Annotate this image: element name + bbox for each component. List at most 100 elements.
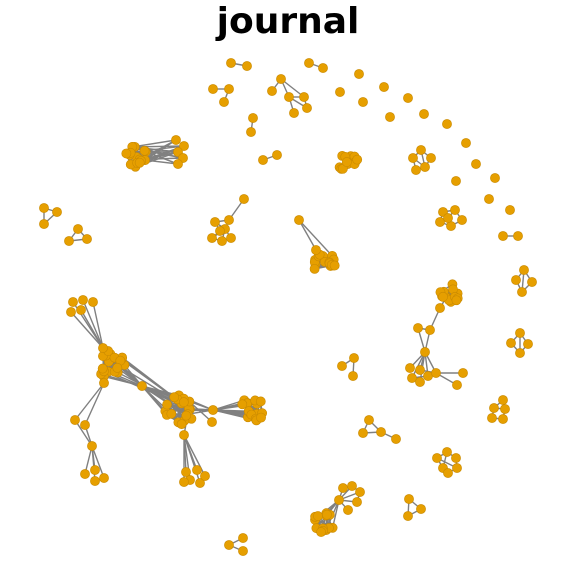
graph-node-242 [500,404,509,413]
graph-node-134 [353,155,362,164]
graph-node-221 [457,215,466,224]
graph-node-267 [451,176,460,185]
graph-node-122 [311,245,320,254]
graph-node-34 [162,400,171,409]
graph-node-208 [39,219,48,228]
graph-node-96 [135,158,144,167]
graph-node-196 [258,155,267,164]
graph-node-18 [98,364,107,373]
graph-node-266 [471,159,480,168]
graph-node-191 [299,92,308,101]
graph-node-218 [450,205,459,214]
graph-node-212 [416,145,425,154]
graph-node-82 [179,477,188,486]
graph-node-214 [426,153,435,162]
graph-node-85 [140,146,149,155]
graph-node-104 [173,159,182,168]
graph-node-188 [276,74,285,83]
graph-node-121 [294,215,303,224]
graph-node-39 [179,398,188,407]
graph-node-207 [52,207,61,216]
graph-node-186 [224,84,233,93]
graph-node-72 [137,381,146,390]
graph-node-70 [90,476,99,485]
graph-node-41 [182,411,191,420]
graph-node-252 [416,504,425,513]
graph-node-171 [322,510,331,519]
graph-node-258 [335,87,344,96]
graph-edge-195 [83,300,103,348]
graph-node-227 [527,277,536,286]
graph-node-215 [420,162,429,171]
graph-node-81 [200,471,209,480]
graph-node-264 [442,119,451,128]
graph-node-67 [87,441,96,450]
graph-node-60 [68,297,77,306]
graph-node-71 [99,473,108,482]
graph-node-216 [411,165,420,174]
graph-node-151 [413,323,422,332]
graph-node-120 [330,261,339,270]
graph-node-233 [349,353,358,362]
graph-node-259 [379,82,388,91]
graph-node-185 [208,84,217,93]
graph-node-226 [511,275,520,284]
graph-node-160 [452,380,461,389]
graph-node-187 [219,97,228,106]
graph-node-255 [224,540,233,549]
graph-node-270 [505,205,514,214]
graph-node-76 [179,430,188,439]
edge-layer [44,63,532,551]
graph-node-262 [385,112,394,121]
graph-node-58 [256,397,265,406]
graph-node-257 [354,69,363,78]
graph-node-234 [337,361,346,370]
graph-node-68 [80,469,89,478]
graph-node-260 [358,97,367,106]
graph-node-179 [343,505,352,514]
graph-node-66 [80,420,89,429]
graph-node-200 [210,217,219,226]
graph-node-197 [272,150,281,159]
graph-node-256 [238,546,247,555]
graph-node-83 [207,417,216,426]
graph-node-253 [403,511,412,520]
graph-node-224 [513,231,522,240]
graph-node-198 [239,194,248,203]
graph-node-203 [217,236,226,245]
graph-node-251 [404,494,413,503]
graph-node-199 [224,215,233,224]
graph-node-210 [64,236,73,245]
graph-node-133 [342,157,351,166]
graph-node-247 [451,453,460,462]
graph-node-154 [405,363,414,372]
graph-node-239 [391,434,400,443]
graph-node-181 [226,58,235,67]
graph-node-78 [192,465,201,474]
graph-node-206 [39,203,48,212]
graph-node-263 [419,109,428,118]
graph-node-243 [487,413,496,422]
graph-node-189 [267,86,276,95]
graph-node-269 [484,194,493,203]
graph-node-73 [208,405,217,414]
graph-node-147 [452,296,461,305]
graph-node-237 [358,428,367,437]
graph-node-64 [76,305,85,314]
graph-node-192 [302,103,311,112]
graph-node-156 [415,377,424,386]
graph-node-56 [238,400,247,409]
graph-node-59 [256,413,265,422]
graph-node-69 [90,465,99,474]
graph-node-75 [99,378,108,387]
graph-node-231 [523,339,532,348]
graph-node-150 [425,325,434,334]
graph-node-244 [498,414,507,423]
graph-node-240 [498,395,507,404]
graph-node-235 [348,371,357,380]
graph-node-194 [248,113,257,122]
graph-node-99 [122,149,131,158]
graph-edge-198 [81,310,103,348]
graph-node-180 [334,495,343,504]
